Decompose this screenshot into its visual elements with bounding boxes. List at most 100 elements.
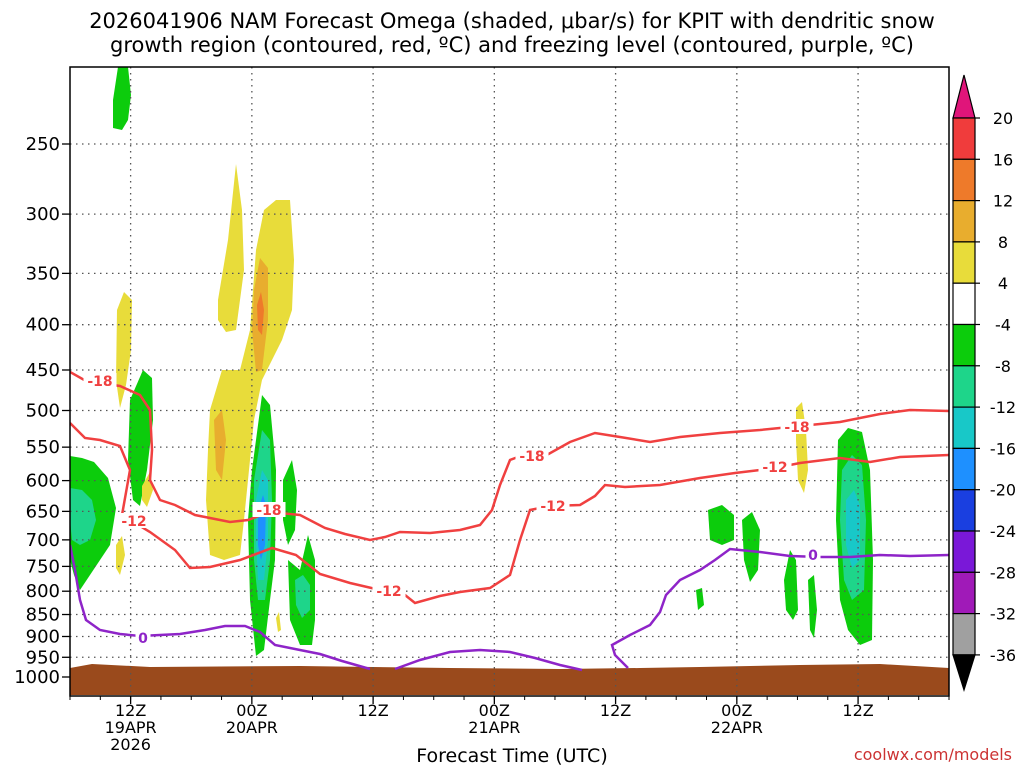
- y-tick-label: 900: [26, 626, 60, 647]
- dgz-contour-12: [70, 422, 949, 605]
- y-tick-label: 500: [26, 401, 60, 422]
- colorbar-label: 4: [998, 274, 1008, 293]
- contour-label-bg: [536, 498, 570, 513]
- freezing-contour-0: [70, 544, 371, 671]
- y-tick-label: 850: [26, 605, 60, 626]
- y-tick-label: 550: [26, 437, 60, 458]
- x-tick-label: 12Z: [842, 701, 873, 720]
- x-tick-label: 21APR: [468, 718, 520, 737]
- colorbar-label: 16: [993, 150, 1013, 169]
- contour-label-dgz: -18: [519, 449, 544, 465]
- omega-pos-area: [116, 536, 125, 575]
- omega-neg-area: [283, 460, 297, 545]
- x-tick-label: 00Z: [721, 701, 752, 720]
- contour-label-dgz: -12: [540, 499, 565, 515]
- colorbar-cell: [952, 323, 976, 367]
- x-tick-label: 12Z: [600, 701, 631, 720]
- plot-frame: [69, 66, 950, 697]
- colorbar-cell: [952, 200, 976, 243]
- omega-pos-area: [206, 200, 294, 560]
- contour-label-bg: [780, 419, 814, 434]
- y-tick-label: 300: [26, 204, 60, 225]
- freezing-contour-0: [394, 648, 583, 672]
- y-tick-label: 700: [26, 530, 60, 551]
- omega-neg-area: [846, 490, 860, 568]
- contour-label-dgz: -18: [87, 374, 112, 390]
- colorbar-cell: [952, 241, 976, 284]
- y-tick-label: 600: [26, 471, 60, 492]
- omega-pos-area: [214, 410, 226, 480]
- omega-neg-area: [784, 550, 798, 620]
- contour-label-bg: [83, 373, 117, 388]
- dgz-contours: [70, 370, 949, 605]
- colorbar-label: -28: [990, 563, 1016, 582]
- y-tick-label: 400: [26, 315, 60, 336]
- colorbar-cell: [952, 117, 976, 160]
- chart-title-line2: growth region (contoured, red, ºC) and f…: [110, 33, 914, 57]
- y-tick-label: 350: [26, 263, 60, 284]
- colorbar-cell: [952, 530, 976, 573]
- y-tick-label: 950: [26, 647, 60, 668]
- colorbar-cell: [952, 571, 976, 615]
- contour-label-dgz: -12: [376, 584, 401, 600]
- contour-label-bg: [758, 459, 792, 474]
- colorbar-label: -4: [995, 316, 1011, 335]
- contour-label-dgz: -12: [121, 514, 146, 530]
- colorbar-cell: [952, 447, 976, 491]
- omega-neg-area: [295, 575, 310, 618]
- terrain: [70, 664, 949, 695]
- x-tick-label: 20APR: [226, 718, 278, 737]
- y-tick-label: 750: [26, 556, 60, 577]
- y-tick-label: 800: [26, 581, 60, 602]
- colorbar-label: -8: [995, 357, 1011, 376]
- omega-pos-area: [116, 292, 132, 408]
- omega-pos-area: [218, 164, 244, 332]
- omega-neg-area: [70, 488, 96, 545]
- y-tick-label: 450: [26, 360, 60, 381]
- freezing-contour-0: [610, 547, 949, 669]
- chart-title-line1: 2026041906 NAM Forecast Omega (shaded, μ…: [89, 9, 935, 33]
- colorbar-overflow-high: [952, 74, 976, 119]
- dgz-contour-18: [70, 370, 949, 542]
- contour-label-bg: [135, 630, 151, 645]
- omega-neg-area: [696, 588, 704, 610]
- colorbar-label: -20: [990, 481, 1016, 500]
- contour-label-freezing: 0: [138, 631, 148, 647]
- contour-label-bg: [117, 513, 151, 528]
- contour-label-bg: [805, 547, 821, 562]
- x-axis-title: Forecast Time (UTC): [416, 745, 608, 767]
- contour-label-bg: [372, 583, 406, 598]
- colorbar-label: 12: [993, 192, 1013, 211]
- colorbar-label: -32: [990, 605, 1016, 624]
- watermark: coolwx.com/models: [853, 745, 1012, 764]
- colorbar-overflow-low: [952, 654, 976, 693]
- y-tick-label: 650: [26, 501, 60, 522]
- colorbar-cell: [952, 282, 976, 326]
- omega-neg-area: [742, 512, 760, 582]
- colorbar-cell: [952, 406, 976, 450]
- x-tick-label: 19APR: [105, 718, 157, 737]
- freezing-contours: [70, 544, 949, 672]
- contour-label-bg: [252, 502, 286, 517]
- colorbar-cell: [952, 365, 976, 408]
- contour-label-bg: [515, 448, 549, 463]
- contour-label-dgz: -12: [762, 460, 787, 476]
- y-tick-label: 250: [26, 134, 60, 155]
- omega-neg-area: [808, 575, 817, 638]
- colorbar-label: -12: [990, 398, 1016, 417]
- colorbar: 20 16 12 8 4 -4 -8 -12 -16 -20 -24 -28 -32 -36: [952, 74, 1016, 693]
- omega-pos-area: [276, 612, 281, 632]
- x-tick-label: 2026: [110, 735, 151, 754]
- x-tick-label: 00Z: [479, 701, 510, 720]
- x-tick-label: 22APR: [711, 718, 763, 737]
- colorbar-cell: [952, 158, 976, 202]
- omega-neg-area: [113, 67, 131, 130]
- contour-label-dgz: -18: [784, 420, 809, 436]
- contour-labels: -18 -12 -18 -12 -18 -12 -12 -18 0 0: [83, 373, 821, 647]
- colorbar-label: -16: [990, 439, 1016, 458]
- x-tick-label: 00Z: [236, 701, 267, 720]
- y-axis: 2503003504004505005506006507007508008509…: [14, 134, 70, 688]
